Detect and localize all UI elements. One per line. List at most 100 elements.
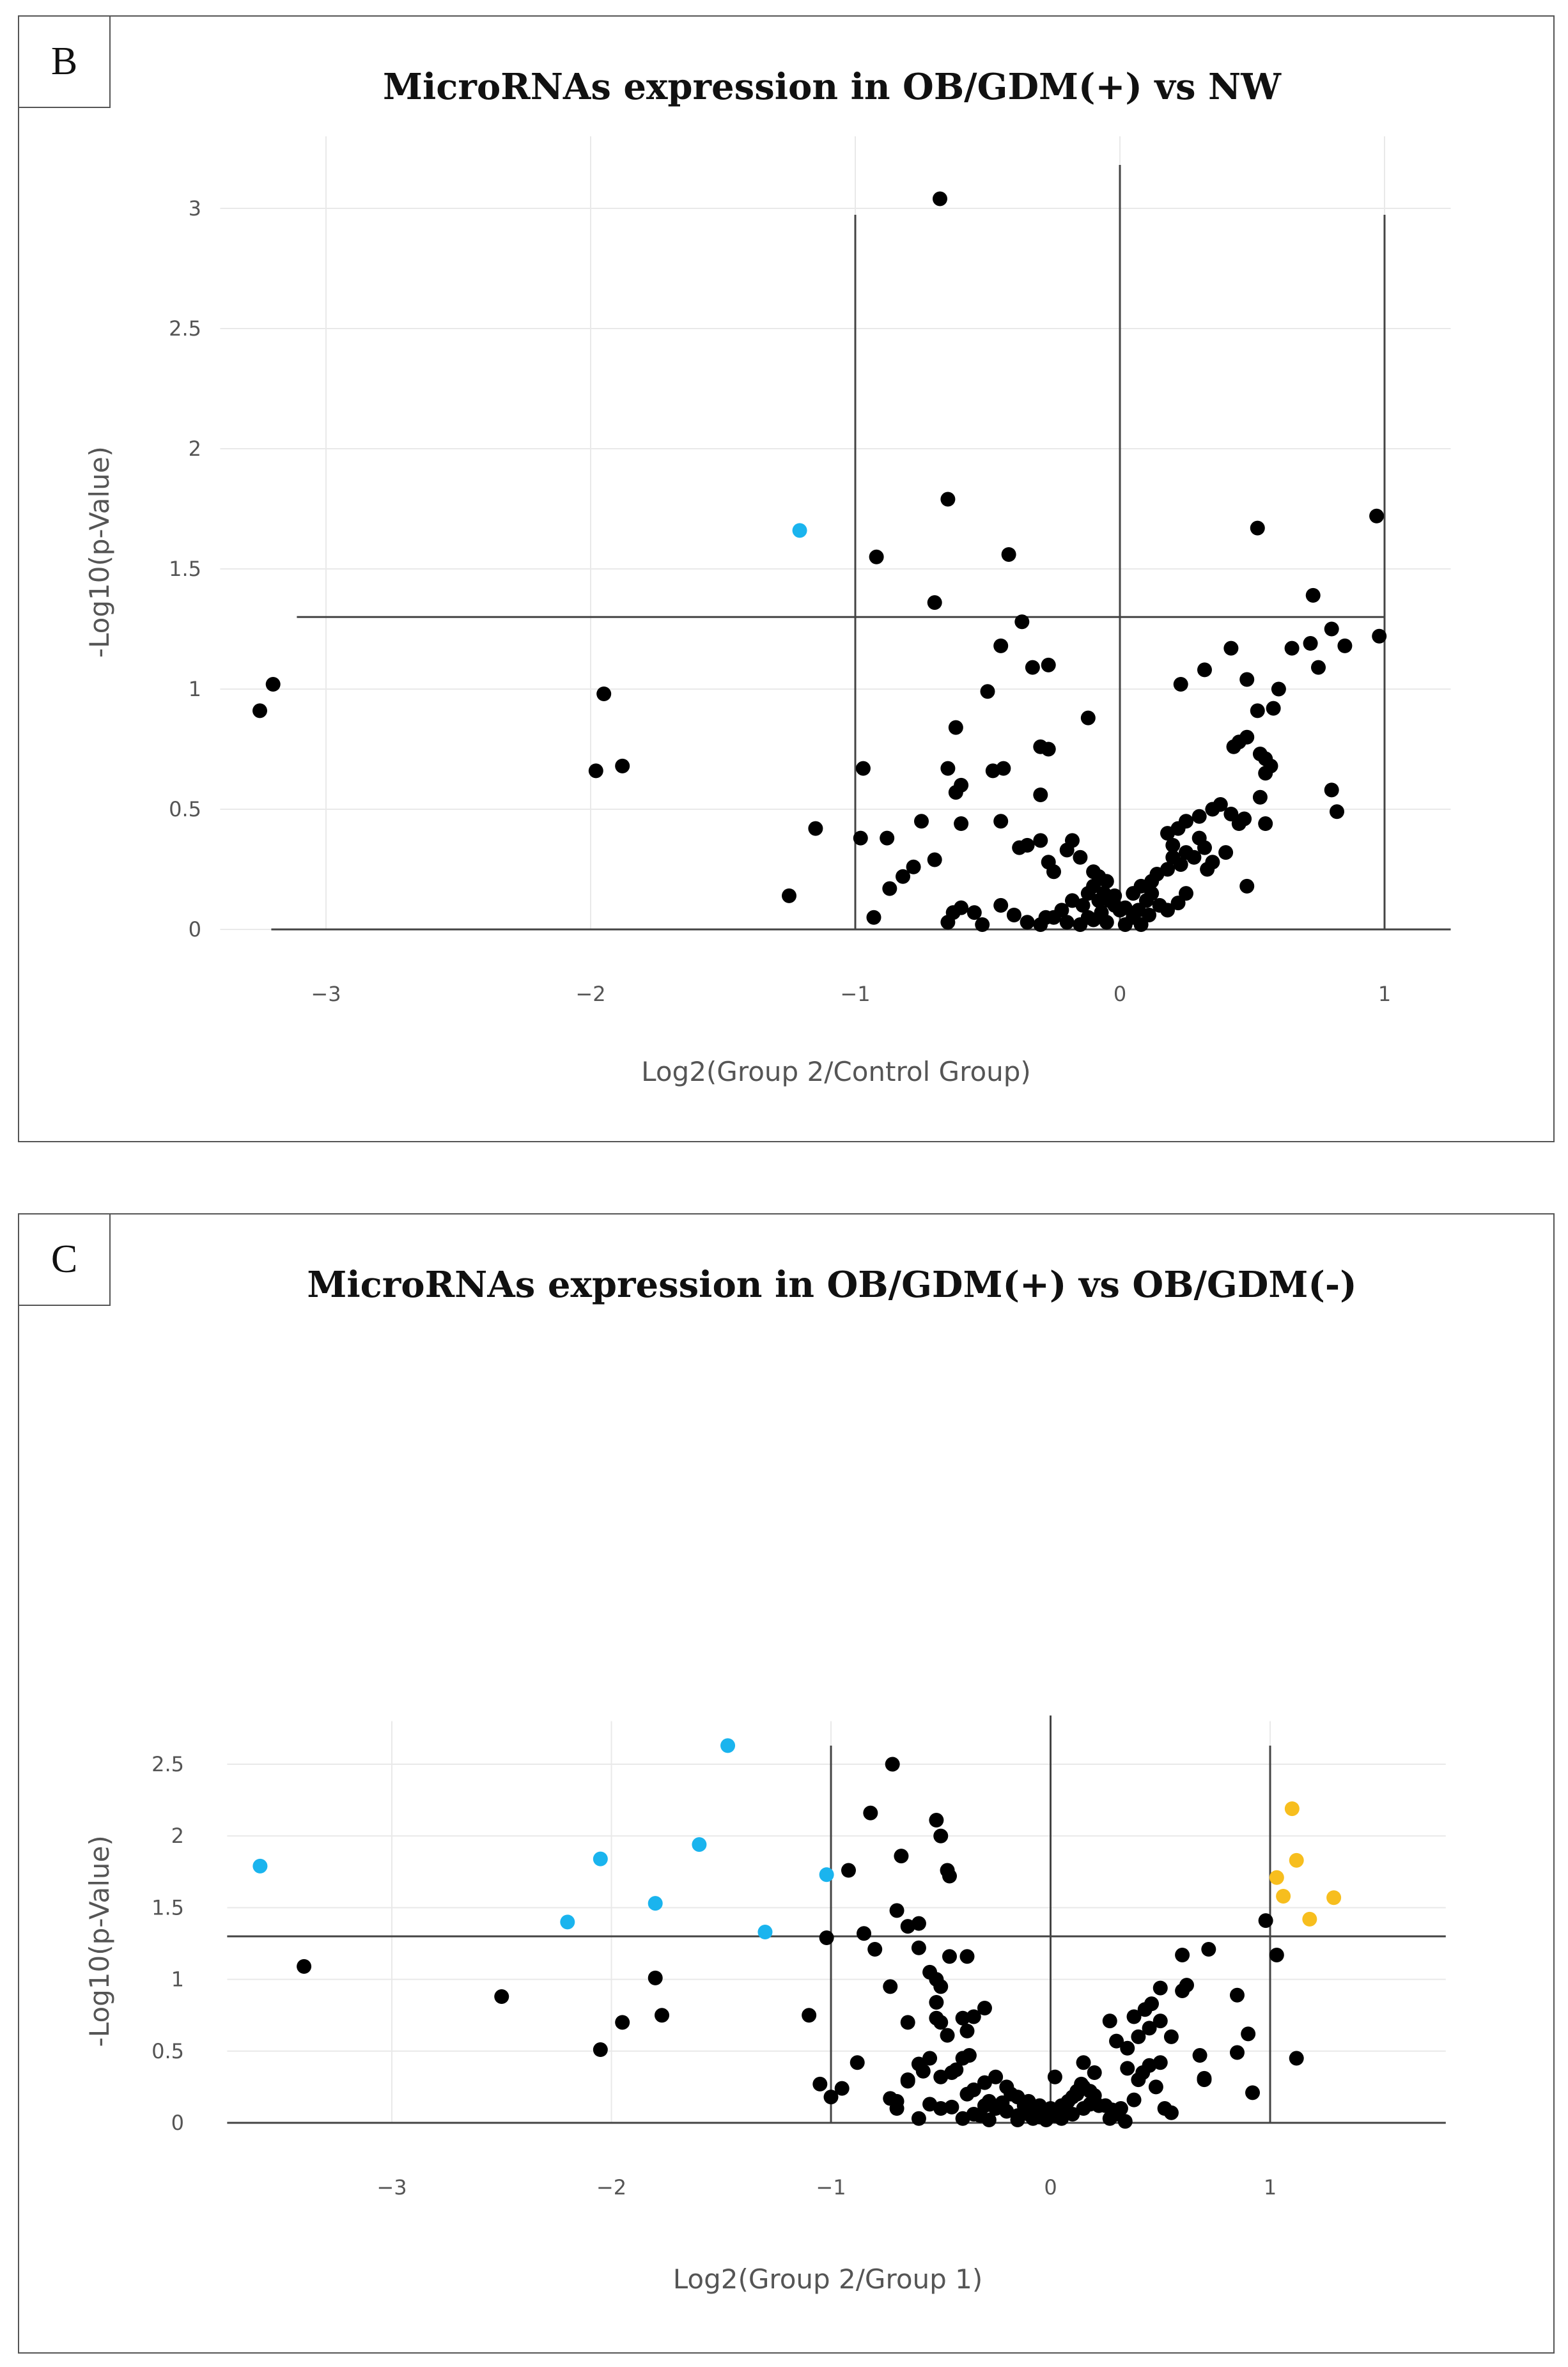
x-axis-label: Log2(Group 2/Control Group) — [641, 1056, 1031, 1087]
data-point-normal — [819, 1930, 834, 1946]
data-point-normal — [1033, 787, 1048, 802]
data-point-normal — [1239, 672, 1255, 687]
data-point-normal — [880, 830, 895, 846]
data-point-normal — [955, 2010, 970, 2026]
data-point-down — [819, 1867, 834, 1882]
y-tick-label: 0 — [171, 2111, 184, 2135]
data-point-normal — [1372, 628, 1387, 644]
data-point-normal — [942, 1868, 957, 1884]
data-point-normal — [1173, 676, 1188, 692]
data-point-normal — [1148, 2079, 1163, 2095]
data-point-normal — [1064, 893, 1080, 908]
data-point-normal — [975, 917, 990, 932]
data-point-normal — [993, 814, 1009, 829]
data-point-normal — [1102, 2111, 1117, 2126]
data-point-normal — [782, 888, 796, 903]
data-point-down — [252, 1858, 268, 1874]
data-point-normal — [959, 2023, 975, 2038]
data-point-normal — [915, 2063, 931, 2079]
x-tick-label: 0 — [1114, 982, 1126, 1006]
data-point-normal — [1192, 809, 1207, 824]
x-tick-label: −2 — [596, 2175, 626, 2200]
data-point-normal — [1117, 2114, 1133, 2129]
data-point-normal — [922, 2051, 938, 2066]
panel-letter: B — [19, 17, 111, 108]
data-point-normal — [929, 1995, 944, 2010]
data-point-normal — [1012, 840, 1027, 855]
data-point-normal — [1179, 1978, 1194, 1993]
data-point-normal — [1266, 701, 1281, 716]
data-point-normal — [993, 897, 1009, 913]
data-point-normal — [1223, 640, 1239, 656]
data-point-normal — [1229, 2045, 1245, 2060]
data-point-normal — [1014, 614, 1030, 630]
data-point-normal — [1239, 878, 1255, 894]
data-point-normal — [1153, 2055, 1168, 2070]
data-point-normal — [933, 2069, 949, 2084]
data-point-normal — [615, 2015, 630, 2030]
data-point-normal — [494, 1989, 509, 2005]
panel-b: B MicroRNAs expression in OB/GDM(+) vs N… — [18, 15, 1555, 1142]
data-point-down — [720, 1738, 736, 1753]
data-point-normal — [1289, 2051, 1304, 2066]
data-point-normal — [883, 1979, 898, 1994]
data-point-normal — [1269, 1947, 1284, 1962]
data-point-up — [1269, 1870, 1284, 1885]
data-point-normal — [1324, 782, 1339, 798]
data-point-normal — [1109, 2033, 1124, 2049]
data-point-normal — [1218, 845, 1234, 860]
x-tick-label: −2 — [575, 982, 605, 1006]
x-tick-label: 1 — [1264, 2175, 1277, 2200]
data-point-normal — [1099, 874, 1114, 889]
data-point-normal — [933, 2015, 949, 2030]
data-point-normal — [252, 703, 267, 718]
data-point-normal — [1250, 520, 1265, 536]
data-point-normal — [966, 905, 982, 920]
data-point-normal — [1120, 2061, 1135, 2076]
data-point-normal — [1258, 1913, 1273, 1929]
data-point-normal — [1179, 886, 1193, 901]
data-point-normal — [927, 595, 942, 610]
data-point-up — [1302, 1911, 1317, 1927]
volcano-plot-c: −3 −2 −1 0 1 0 0.5 1 1.5 2 2.5 Log2(Group 2/Group 1… — [84, 1715, 1446, 2295]
data-point-normal — [1080, 710, 1096, 726]
data-point-normal — [1241, 2026, 1256, 2042]
x-tick-label: 0 — [1044, 2175, 1057, 2200]
data-point-normal — [933, 1979, 949, 1994]
data-point-normal — [1229, 1987, 1245, 2003]
data-point-normal — [1153, 2014, 1168, 2029]
data-point-up — [1276, 1888, 1291, 1904]
data-point-normal — [1020, 915, 1035, 930]
data-point-normal — [966, 2009, 981, 2024]
data-point-normal — [1087, 2065, 1102, 2080]
data-point-normal — [1201, 1941, 1216, 1957]
data-point-normal — [1160, 862, 1176, 877]
data-point-normal — [981, 2113, 997, 2128]
chart-title: MicroRNAs expression in OB/GDM(+) vs OB/… — [307, 1264, 1357, 1306]
data-point-down — [593, 1851, 608, 1866]
data-point-normal — [1076, 2055, 1091, 2070]
data-point-normal — [812, 2076, 828, 2091]
data-point-normal — [834, 2081, 850, 2096]
data-point-normal — [993, 638, 1009, 653]
data-point-normal — [857, 1926, 872, 1941]
data-point-normal — [1126, 2092, 1142, 2107]
chart-title: MicroRNAs expression in OB/GDM(+) vs NW — [382, 66, 1282, 108]
y-tick-label: 0.5 — [151, 2039, 184, 2063]
data-point-normal — [1192, 2048, 1207, 2063]
data-point-normal — [808, 821, 823, 836]
data-point-normal — [932, 191, 947, 206]
data-point-normal — [896, 869, 911, 884]
y-tick-label: 1 — [171, 1967, 184, 1992]
data-point-normal — [648, 1970, 663, 1985]
volcano-plot-b: −3 −2 −1 0 1 0 0.5 1 1.5 2 2.5 3 Log2(Group 2/Contro… — [84, 136, 1451, 1087]
data-point-normal — [863, 1805, 878, 1820]
data-point-normal — [1038, 910, 1053, 925]
data-point-up — [1326, 1890, 1342, 1905]
data-point-normal — [1059, 2104, 1074, 2119]
data-point-up — [1289, 1852, 1304, 1868]
data-point-normal — [922, 2097, 938, 2112]
data-point-down — [560, 1914, 575, 1930]
data-point-normal — [1041, 657, 1056, 672]
data-point-normal — [1080, 886, 1096, 901]
